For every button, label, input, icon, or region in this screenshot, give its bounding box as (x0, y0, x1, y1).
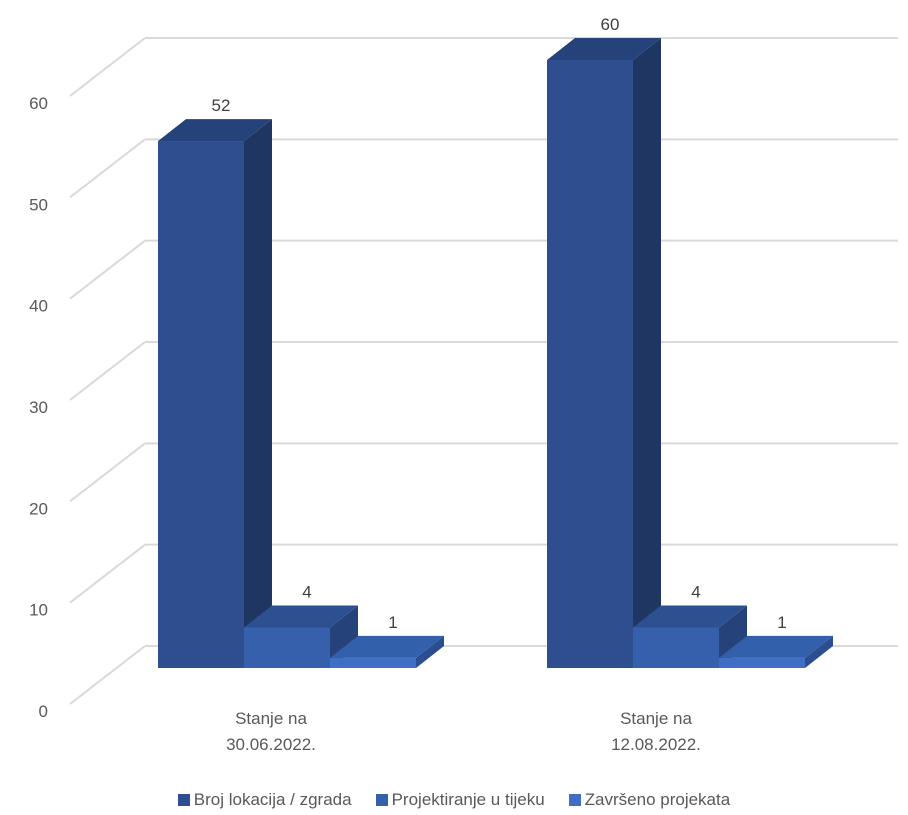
gridline-side (69, 239, 146, 300)
y-tick-label: 20 (29, 499, 48, 518)
gridline-side (69, 341, 146, 401)
bar-side (633, 38, 661, 668)
bar-top (158, 119, 272, 142)
data-label: 1 (388, 613, 397, 632)
gridline-side (69, 37, 146, 97)
bar-side (416, 635, 444, 668)
legend-item-broj: Broj lokacija / zgrada (177, 790, 352, 810)
legend-swatch (568, 794, 581, 806)
bar-front (547, 60, 633, 668)
x-category-label: Stanje na (620, 709, 692, 728)
bar-front (719, 657, 805, 668)
bar-front (244, 627, 330, 668)
legend-label: Broj lokacija / zgrada (193, 790, 352, 809)
bar-top (719, 635, 833, 658)
bar-front (330, 657, 416, 668)
legend-item-zavrseno: Završeno projekata (568, 790, 731, 810)
gridline-side (69, 543, 146, 604)
gridline-side (69, 645, 146, 705)
bar-front (633, 627, 719, 668)
legend-swatch (375, 794, 388, 806)
data-label: 1 (777, 613, 786, 632)
bar-front (158, 141, 244, 669)
x-category-label: 12.08.2022. (611, 735, 701, 754)
legend-item-projektiranje: Projektiranje u tijeku (375, 790, 545, 810)
bar-top (330, 635, 444, 658)
bar-top (244, 605, 358, 628)
legend-label: Projektiranje u tijeku (391, 790, 545, 809)
legend-label: Završeno projekata (584, 790, 731, 809)
x-category-label: 30.06.2022. (226, 735, 316, 754)
data-label: 60 (601, 15, 620, 34)
gridline-side (69, 138, 146, 199)
gridline-side (69, 442, 146, 503)
bar-side (805, 635, 833, 668)
y-tick-label: 40 (29, 297, 48, 316)
y-tick-label: 30 (29, 398, 48, 417)
legend-swatch (177, 794, 190, 806)
data-label: 4 (302, 582, 311, 601)
data-label: 52 (212, 96, 231, 115)
data-label: 4 (691, 582, 700, 601)
legend: Broj lokacija / zgrada Projektiranje u t… (0, 790, 908, 810)
y-tick-label: 60 (29, 94, 48, 113)
y-tick-label: 0 (39, 702, 48, 721)
bar-side (244, 119, 272, 669)
bar-top (633, 605, 747, 628)
y-tick-label: 10 (29, 601, 48, 620)
bar-top (547, 38, 661, 60)
y-tick-label: 50 (29, 195, 48, 214)
x-category-label: Stanje na (235, 709, 307, 728)
